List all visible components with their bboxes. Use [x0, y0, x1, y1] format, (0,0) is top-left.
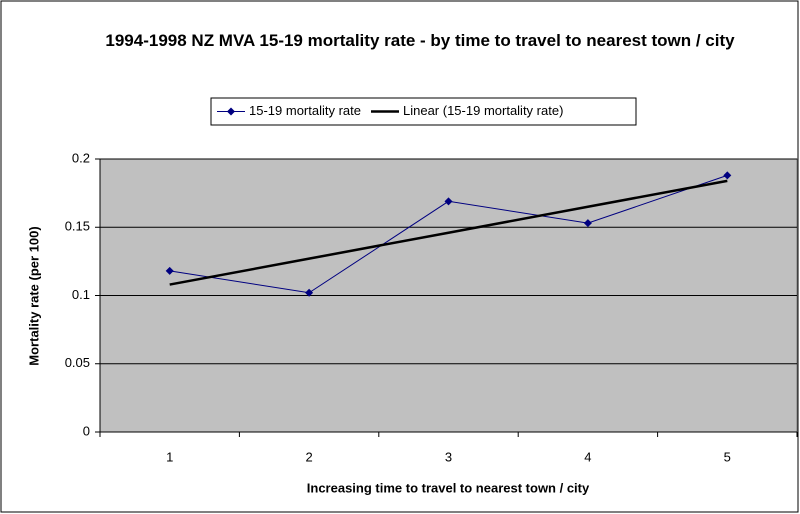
data-point — [583, 219, 592, 228]
legend-label: 15-19 mortality rate — [249, 103, 361, 118]
data-point — [723, 171, 732, 180]
chart-title: 1994-1998 NZ MVA 15-19 mortality rate - … — [105, 31, 735, 50]
legend-marker — [227, 107, 235, 116]
data-point — [165, 266, 174, 275]
y-tick-label: 0.15 — [65, 219, 90, 234]
y-tick-label: 0.1 — [72, 287, 90, 302]
y-tick-label: 0.2 — [72, 150, 90, 165]
x-tick-label: 2 — [305, 449, 312, 464]
y-tick-label: 0 — [83, 423, 90, 438]
data-point — [305, 288, 314, 297]
x-axis-label: Increasing time to travel to nearest tow… — [307, 480, 590, 495]
x-tick-label: 1 — [166, 449, 173, 464]
x-tick-label: 4 — [584, 449, 591, 464]
y-tick-label: 0.05 — [65, 355, 90, 370]
y-axis-label: Mortality rate (per 100) — [26, 226, 41, 365]
data-point — [444, 197, 453, 206]
legend-box — [210, 97, 637, 126]
legend-label: Linear (15-19 mortality rate) — [403, 103, 563, 118]
x-tick-label: 3 — [445, 449, 452, 464]
series-line — [169, 179, 728, 286]
x-tick-label: 5 — [724, 449, 731, 464]
